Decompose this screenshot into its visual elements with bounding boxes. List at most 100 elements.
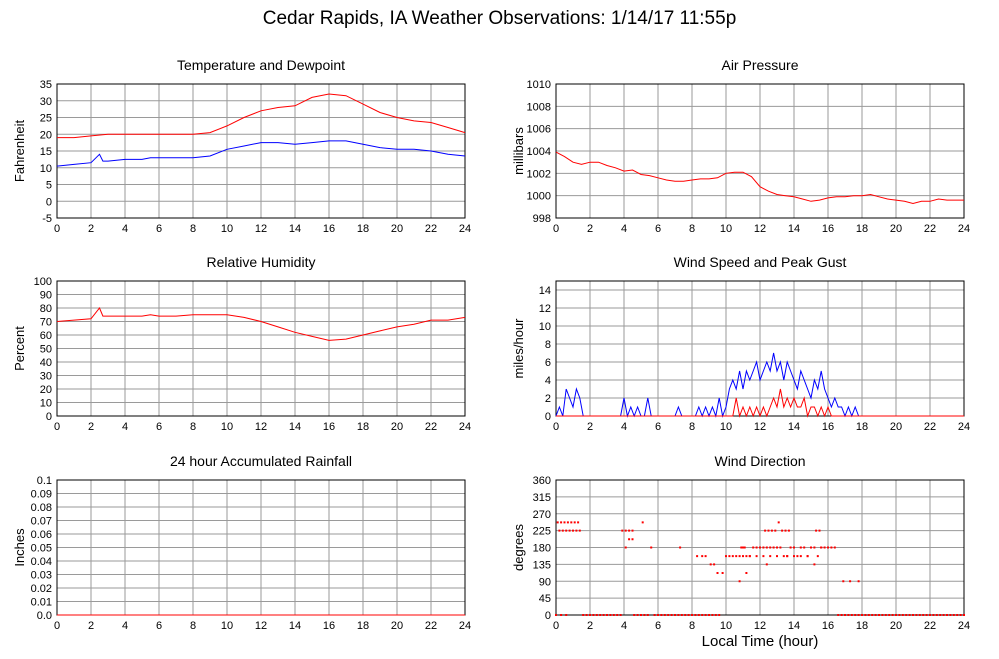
scatter-point — [636, 614, 639, 616]
scatter-point — [708, 614, 710, 616]
scatter-point — [755, 555, 758, 558]
scatter-point — [742, 555, 744, 558]
y-tick-label: 0 — [545, 610, 551, 622]
scatter-point — [956, 614, 959, 616]
x-tick-label: 8 — [190, 421, 196, 433]
scatter-point — [884, 614, 887, 616]
scatter-point — [871, 614, 874, 616]
x-tick-label: 2 — [88, 620, 94, 632]
scatter-point — [592, 614, 595, 616]
scatter-point — [840, 614, 843, 616]
scatter-point — [624, 529, 627, 532]
scatter-point — [952, 614, 955, 616]
y-tick-label: 90 — [40, 290, 52, 302]
x-tick-label: 24 — [958, 421, 970, 433]
y-tick-label: 100 — [34, 276, 52, 288]
x-tick-label: 14 — [788, 223, 800, 235]
scatter-point — [820, 546, 823, 549]
y-tick-label: 0 — [46, 196, 52, 208]
x-tick-label: 12 — [255, 421, 267, 433]
scatter-point — [743, 546, 746, 549]
y-tick-label: 1002 — [527, 168, 551, 180]
scatter-point — [850, 614, 853, 616]
scatter-point — [745, 555, 748, 558]
x-tick-label: 22 — [924, 620, 936, 632]
y-tick-label: 2 — [545, 393, 551, 405]
scatter-point — [701, 614, 704, 616]
x-tick-label: 4 — [122, 421, 128, 433]
x-tick-label: 6 — [156, 620, 162, 632]
x-tick-label: 8 — [689, 223, 695, 235]
scatter-point — [563, 521, 566, 524]
x-tick-label: 4 — [122, 223, 128, 235]
scatter-point — [776, 555, 778, 558]
scatter-point — [663, 614, 666, 616]
scatter-point — [769, 546, 772, 549]
x-tick-label: 8 — [190, 620, 196, 632]
x-tick-label: 4 — [122, 620, 128, 632]
y-tick-label: 0.06 — [31, 529, 52, 541]
x-axis-title: Local Time (hour) — [701, 633, 819, 650]
y-tick-label: 14 — [539, 285, 551, 297]
scatter-point — [704, 614, 707, 616]
x-tick-label: 0 — [54, 223, 60, 235]
scatter-point — [818, 529, 821, 532]
x-tick-label: 2 — [587, 620, 593, 632]
scatter-point — [585, 614, 588, 616]
scatter-point — [572, 529, 574, 532]
scatter-point — [813, 546, 816, 549]
y-tick-label: 30 — [40, 96, 52, 108]
scatter-point — [925, 614, 928, 616]
scatter-point — [799, 546, 802, 549]
scatter-point — [713, 563, 716, 566]
scatter-point — [806, 555, 809, 558]
scatter-point — [561, 529, 564, 532]
scatter-point — [628, 529, 631, 532]
scatter-point — [810, 546, 812, 549]
scatter-point — [922, 614, 925, 616]
scatter-point — [912, 614, 914, 616]
scatter-point — [657, 614, 659, 616]
y-tick-label: 998 — [533, 213, 551, 225]
direction-ylabel: degrees — [511, 524, 526, 571]
scatter-point — [963, 614, 965, 616]
scatter-point — [714, 614, 717, 616]
x-tick-label: 8 — [190, 223, 196, 235]
y-tick-label: 360 — [533, 475, 551, 487]
y-tick-label: 35 — [40, 79, 52, 91]
scatter-point — [776, 546, 778, 549]
humidity-series-line-0 — [56, 307, 466, 341]
pressure-title: Air Pressure — [721, 57, 798, 73]
y-tick-label: 0 — [46, 411, 52, 423]
scatter-point — [555, 614, 557, 616]
scatter-point — [942, 614, 945, 616]
scatter-point — [793, 546, 795, 549]
x-tick-label: 0 — [54, 421, 60, 433]
x-tick-label: 18 — [856, 223, 868, 235]
x-tick-label: 22 — [425, 421, 437, 433]
scatter-point — [857, 580, 860, 583]
scatter-point — [621, 529, 624, 532]
scatter-point — [874, 614, 877, 616]
x-tick-label: 12 — [255, 620, 267, 632]
scatter-point — [849, 580, 852, 583]
scatter-point — [748, 555, 751, 558]
scatter-point — [599, 614, 602, 616]
scatter-point — [946, 614, 948, 616]
scatter-point — [577, 521, 580, 524]
scatter-point — [774, 529, 777, 532]
scatter-point — [735, 555, 738, 558]
scatter-point — [718, 614, 721, 616]
y-tick-label: 20 — [40, 129, 52, 141]
x-tick-label: 2 — [587, 421, 593, 433]
scatter-point — [799, 555, 802, 558]
scatter-point — [767, 529, 770, 532]
scatter-point — [782, 555, 785, 558]
scatter-point — [595, 614, 598, 616]
x-tick-label: 18 — [357, 620, 369, 632]
scatter-point — [738, 555, 741, 558]
scatter-point — [815, 529, 818, 532]
x-tick-label: 10 — [720, 620, 732, 632]
